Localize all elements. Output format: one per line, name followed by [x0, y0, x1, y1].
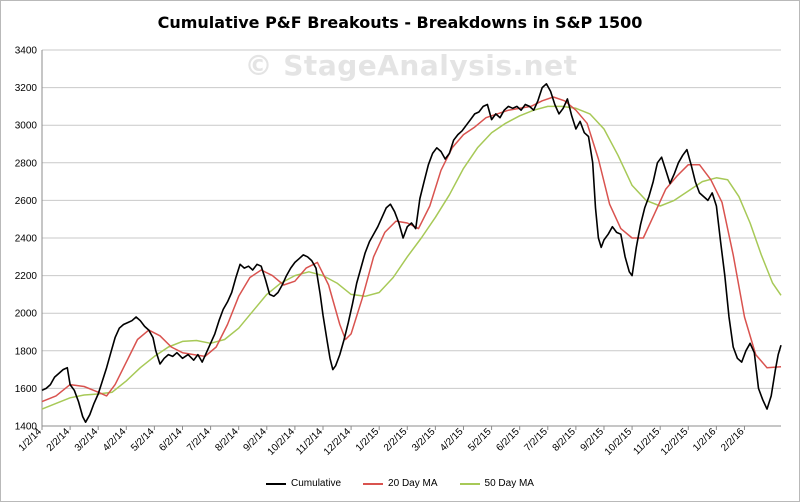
legend-item: 20 Day MA — [363, 478, 438, 489]
x-tick-label: 2/2/15 — [382, 426, 410, 454]
y-tick-label: 2200 — [15, 271, 38, 282]
x-tick-label: 8/2/15 — [551, 426, 579, 454]
x-tick-label: 7/2/14 — [185, 426, 213, 454]
y-tick-label: 2800 — [15, 158, 38, 169]
x-tick-label: 7/2/15 — [522, 426, 550, 454]
legend-item: 50 Day MA — [459, 478, 534, 489]
y-tick-label: 3000 — [15, 121, 38, 132]
x-tick-label: 6/2/15 — [494, 426, 522, 454]
y-tick-label: 1600 — [15, 384, 38, 395]
y-tick-label: 2400 — [15, 234, 38, 245]
series-line-cumulative — [41, 83, 782, 423]
x-tick-label: 3/2/14 — [73, 426, 101, 454]
y-tick-label: 3200 — [15, 83, 38, 94]
x-tick-label: 10/2/14 — [266, 426, 298, 458]
x-tick-label: 11/2/14 — [294, 426, 325, 457]
x-tick-label: 5/2/15 — [466, 426, 494, 454]
series-line-20-day-ma — [41, 96, 782, 403]
chart-title: Cumulative P&F Breakouts - Breakdowns in… — [157, 13, 643, 32]
x-tick-label: 8/2/14 — [213, 426, 241, 454]
x-tick-label: 11/2/15 — [631, 426, 662, 457]
series-line-50-day-ma — [41, 105, 782, 410]
legend-label: 50 Day MA — [484, 478, 534, 489]
legend-swatch — [266, 482, 287, 485]
legend-label: 20 Day MA — [388, 478, 438, 489]
legend-item: Cumulative — [266, 478, 341, 489]
x-tick-label: 6/2/14 — [157, 426, 185, 454]
y-tick-label: 2600 — [15, 196, 38, 207]
x-tick-label: 10/2/15 — [603, 426, 635, 458]
watermark: © StageAnalysis.net — [244, 49, 578, 82]
chart-legend: Cumulative 20 Day MA 50 Day MA — [1, 478, 799, 489]
x-tick-label: 2/2/14 — [45, 426, 73, 454]
y-tick-label: 2000 — [15, 309, 38, 320]
x-tick-label: 5/2/14 — [129, 426, 157, 454]
legend-swatch — [363, 482, 384, 485]
x-tick-label: 12/2/15 — [659, 426, 691, 458]
x-tick-label: 3/2/15 — [410, 426, 438, 454]
x-tick-label: 12/2/14 — [322, 426, 354, 458]
x-tick-label: 1/2/15 — [354, 426, 382, 454]
x-tick-label: 4/2/14 — [101, 426, 129, 454]
legend-label: Cumulative — [291, 478, 342, 489]
y-tick-label: 1800 — [15, 346, 38, 357]
x-tick-label: 1/2/16 — [691, 426, 719, 454]
y-tick-label: 1400 — [15, 422, 38, 433]
legend-swatch — [459, 482, 480, 485]
y-tick-label: 3400 — [15, 46, 38, 57]
x-tick-label: 2/2/16 — [719, 426, 747, 454]
x-tick-label: 4/2/15 — [438, 426, 466, 454]
